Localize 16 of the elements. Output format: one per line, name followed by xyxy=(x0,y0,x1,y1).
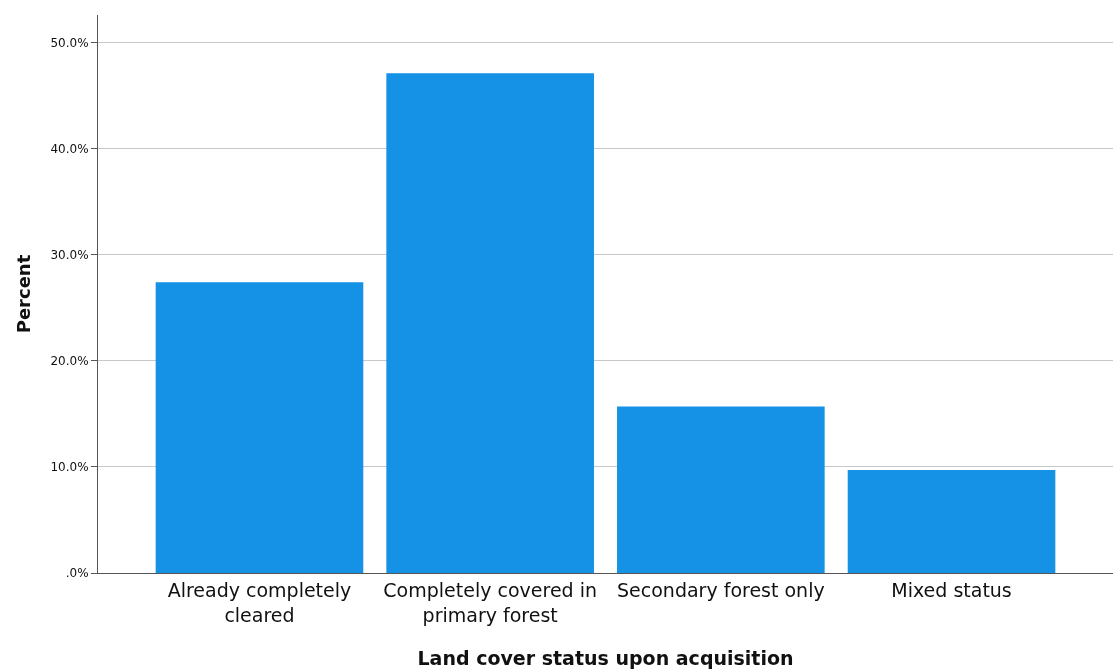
x-axis-title: Land cover status upon acquisition xyxy=(417,647,794,669)
x-tick-label: Completely covered in primary forest xyxy=(383,578,597,626)
y-tick-label: 20.0% xyxy=(50,354,89,369)
y-tick-label: 40.0% xyxy=(50,141,89,156)
x-tick-label: Secondary forest only xyxy=(617,578,825,601)
y-tick-label: 30.0% xyxy=(50,247,89,262)
bar xyxy=(386,73,594,573)
bar xyxy=(617,406,825,573)
x-tick-label: Already completely cleared xyxy=(167,578,352,626)
bar xyxy=(847,470,1056,573)
y-tick-label: 10.0% xyxy=(50,460,89,475)
y-tick-label: 50.0% xyxy=(50,35,89,50)
y-axis-title: Percent xyxy=(12,254,34,334)
y-tick-label: .0% xyxy=(65,566,89,581)
bar xyxy=(155,282,364,573)
x-tick-label: Mixed status xyxy=(891,578,1012,601)
